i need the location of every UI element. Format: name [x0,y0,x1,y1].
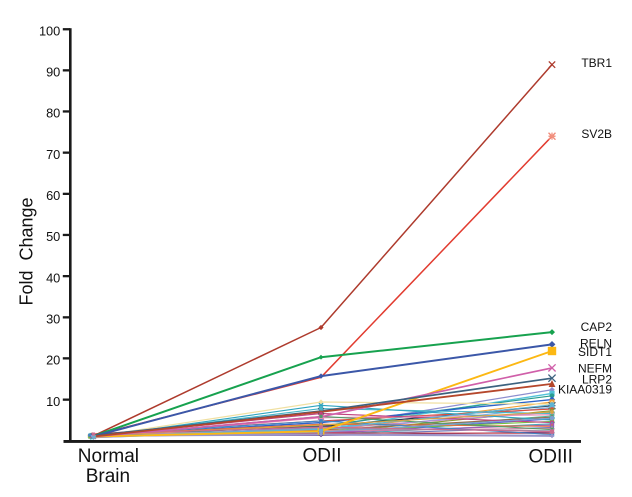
svg-text:Normal: Normal [78,446,139,467]
svg-text:TBR1: TBR1 [581,56,612,70]
svg-text:NEFM: NEFM [578,361,612,375]
svg-text:30: 30 [46,312,60,327]
svg-text:40: 40 [46,270,60,285]
svg-text:60: 60 [46,188,60,203]
svg-text:10: 10 [46,394,60,409]
svg-text:100: 100 [39,23,60,38]
svg-text:CAP2: CAP2 [581,320,613,334]
svg-text:50: 50 [46,229,60,244]
svg-text:SIDT1: SIDT1 [578,345,612,359]
svg-text:20: 20 [46,353,60,368]
svg-text:SV2B: SV2B [581,127,612,141]
svg-text:90: 90 [46,65,60,80]
svg-text:80: 80 [46,106,60,121]
svg-text:70: 70 [46,147,60,162]
svg-text:Fold Change: Fold Change [17,197,37,305]
svg-text:ODIII: ODIII [529,447,573,468]
svg-text:ODII: ODII [302,446,341,467]
svg-text:Brain: Brain [86,466,130,487]
svg-text:LRP2: LRP2 [582,372,612,386]
svg-text:RELN: RELN [580,336,612,350]
svg-text:KIAA0319: KIAA0319 [558,383,612,397]
